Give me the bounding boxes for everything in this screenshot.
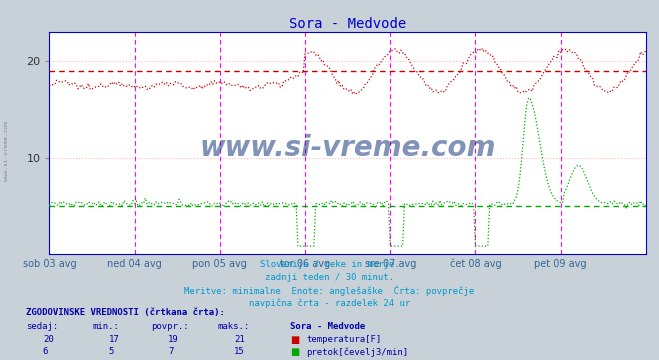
Text: 5: 5 (109, 347, 114, 356)
Text: 6: 6 (43, 347, 48, 356)
Text: ■: ■ (290, 335, 299, 345)
Text: ZGODOVINSKE VREDNOSTI (črtkana črta):: ZGODOVINSKE VREDNOSTI (črtkana črta): (26, 308, 225, 317)
Text: www.si-vreme.com: www.si-vreme.com (4, 121, 9, 181)
Text: povpr.:: povpr.: (152, 322, 189, 331)
Text: Slovenija / reke in morje.: Slovenija / reke in morje. (260, 260, 399, 269)
Text: 15: 15 (234, 347, 244, 356)
Text: 19: 19 (168, 335, 179, 344)
Text: 17: 17 (109, 335, 119, 344)
Title: Sora - Medvode: Sora - Medvode (289, 17, 406, 31)
Text: navpična črta - razdelek 24 ur: navpična črta - razdelek 24 ur (249, 299, 410, 308)
Text: temperatura[F]: temperatura[F] (306, 335, 382, 344)
Text: sedaj:: sedaj: (26, 322, 59, 331)
Text: zadnji teden / 30 minut.: zadnji teden / 30 minut. (265, 273, 394, 282)
Text: 20: 20 (43, 335, 53, 344)
Text: Meritve: minimalne  Enote: anglešaške  Črta: povprečje: Meritve: minimalne Enote: anglešaške Črt… (185, 286, 474, 296)
Text: www.si-vreme.com: www.si-vreme.com (200, 134, 496, 162)
Text: 21: 21 (234, 335, 244, 344)
Text: min.:: min.: (92, 322, 119, 331)
Text: 7: 7 (168, 347, 173, 356)
Text: maks.:: maks.: (217, 322, 250, 331)
Text: Sora - Medvode: Sora - Medvode (290, 322, 365, 331)
Text: pretok[čevelj3/min]: pretok[čevelj3/min] (306, 347, 409, 357)
Text: ■: ■ (290, 347, 299, 357)
